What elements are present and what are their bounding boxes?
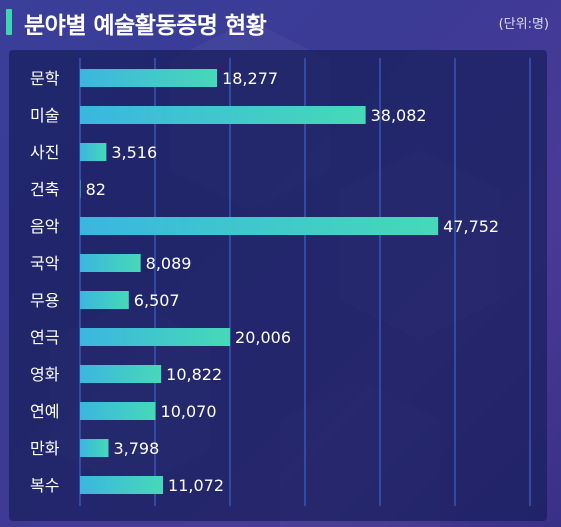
bar[interactable] bbox=[80, 402, 156, 420]
value-label: 18,277 bbox=[222, 69, 278, 88]
bar[interactable] bbox=[80, 439, 109, 457]
unit-label: (단위:명) bbox=[498, 17, 549, 32]
chart-header: 분야별 예술활동증명 현황 (단위:명) bbox=[0, 0, 561, 44]
category-label: 사진 bbox=[30, 143, 59, 162]
bar[interactable] bbox=[80, 254, 141, 272]
category-label: 연극 bbox=[30, 328, 59, 347]
chart-title: 분야별 예술활동증명 현황 bbox=[24, 13, 267, 39]
value-label: 10,822 bbox=[166, 365, 222, 384]
category-label: 미술 bbox=[30, 106, 59, 125]
bar[interactable] bbox=[80, 180, 81, 198]
value-label: 20,006 bbox=[235, 328, 291, 347]
value-label: 10,070 bbox=[161, 402, 217, 421]
category-label: 복수 bbox=[30, 476, 59, 495]
bar[interactable] bbox=[80, 328, 231, 346]
bar[interactable] bbox=[80, 106, 366, 124]
category-label: 음악 bbox=[30, 217, 60, 236]
category-label: 무용 bbox=[30, 291, 59, 310]
bar[interactable] bbox=[80, 143, 107, 161]
title-accent-bar bbox=[6, 9, 12, 35]
value-label: 6,507 bbox=[134, 291, 180, 310]
bar[interactable] bbox=[80, 291, 129, 309]
value-label: 8,089 bbox=[146, 254, 192, 273]
bar[interactable] bbox=[80, 476, 164, 494]
value-label: 11,072 bbox=[168, 476, 224, 495]
value-label: 38,082 bbox=[371, 106, 427, 125]
category-label: 만화 bbox=[30, 439, 60, 458]
category-label: 문학 bbox=[30, 69, 60, 88]
value-label: 47,752 bbox=[443, 217, 499, 236]
category-label: 연예 bbox=[30, 402, 59, 421]
category-label: 국악 bbox=[30, 254, 60, 273]
bar[interactable] bbox=[80, 217, 439, 235]
value-label: 3,798 bbox=[113, 439, 159, 458]
category-label: 건축 bbox=[30, 180, 59, 199]
value-label: 3,516 bbox=[111, 143, 157, 162]
category-label: 영화 bbox=[30, 365, 60, 384]
bar[interactable] bbox=[80, 69, 218, 87]
value-label: 82 bbox=[86, 180, 106, 199]
bar[interactable] bbox=[80, 365, 162, 383]
